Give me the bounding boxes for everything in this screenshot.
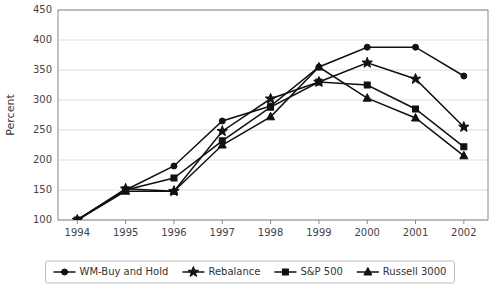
point-marker xyxy=(413,106,419,112)
legend-item: Russell 3000 xyxy=(357,266,447,277)
point-marker xyxy=(171,163,177,169)
point-marker xyxy=(315,63,323,71)
y-tick-label: 200 xyxy=(33,154,52,165)
y-axis-label: Percent xyxy=(4,94,17,136)
x-tick-label: 1996 xyxy=(161,227,186,238)
x-tick xyxy=(77,220,78,224)
x-tick xyxy=(463,220,464,224)
point-marker xyxy=(268,104,274,110)
point-marker xyxy=(412,114,420,122)
legend-item: Rebalance xyxy=(182,266,260,277)
axes: 100 150 200 250 300 350 400 450 1994 1995 1996 1997… xyxy=(33,4,488,238)
point-marker xyxy=(413,44,419,50)
grid-line xyxy=(58,160,488,161)
point-marker xyxy=(265,93,275,103)
legend-box xyxy=(46,261,455,283)
grid-line xyxy=(58,40,488,41)
point-marker xyxy=(362,57,372,67)
series-line xyxy=(77,47,464,220)
x-tick xyxy=(318,220,319,224)
grid-line xyxy=(58,130,488,131)
y-tick-label: 300 xyxy=(33,94,52,105)
point-marker xyxy=(410,74,420,84)
legend-marker xyxy=(62,269,68,275)
series xyxy=(72,57,469,220)
point-marker xyxy=(171,175,177,181)
y-tick-label: 100 xyxy=(33,214,52,225)
grid-line xyxy=(58,70,488,71)
x-tick xyxy=(415,220,416,224)
y-tick-label: 250 xyxy=(33,124,52,135)
chart: 100 150 200 250 300 350 400 450 1994 1995 1996 1997… xyxy=(0,0,500,292)
point-marker xyxy=(170,187,178,195)
legend-marker xyxy=(188,267,198,277)
point-marker xyxy=(73,216,81,221)
x-tick-label: 1999 xyxy=(306,227,331,238)
y-tick-label: 400 xyxy=(33,34,52,45)
legend-item: WM-Buy and Hold xyxy=(54,266,169,277)
point-marker xyxy=(218,141,226,149)
y-tick-label: 450 xyxy=(33,4,52,15)
series-line xyxy=(77,82,464,220)
x-tick xyxy=(367,220,368,224)
series xyxy=(74,79,467,220)
x-tick-label: 1995 xyxy=(113,227,138,238)
x-tick-label: 1994 xyxy=(65,227,90,238)
point-marker xyxy=(460,151,468,159)
plot-data xyxy=(72,44,469,220)
legend-marker xyxy=(282,269,288,275)
legend-item: S&P 500 xyxy=(274,266,342,277)
legend-label: Russell 3000 xyxy=(383,266,447,277)
y-tick-label: 150 xyxy=(33,184,52,195)
series xyxy=(74,44,467,220)
x-tick-label: 1997 xyxy=(210,227,235,238)
legend-label: Rebalance xyxy=(208,266,260,277)
x-tick-label: 2000 xyxy=(354,227,379,238)
point-marker xyxy=(363,94,371,102)
series xyxy=(73,63,468,221)
point-marker xyxy=(217,126,227,136)
x-tick xyxy=(173,220,174,224)
y-tick-label: 350 xyxy=(33,64,52,75)
x-tick xyxy=(222,220,223,224)
point-marker xyxy=(364,82,370,88)
point-marker xyxy=(364,44,370,50)
x-tick xyxy=(125,220,126,224)
legend-marker xyxy=(364,268,372,276)
legend: WM-Buy and Hold Rebalance S&P 500 Russell 3… xyxy=(46,261,455,283)
point-marker xyxy=(219,118,225,124)
point-marker xyxy=(461,73,467,79)
point-marker xyxy=(316,79,322,85)
x-tick-label: 2001 xyxy=(403,227,428,238)
point-marker xyxy=(267,112,275,120)
series-line xyxy=(77,63,464,220)
x-tick-label: 2002 xyxy=(451,227,476,238)
x-tick-label: 1998 xyxy=(258,227,283,238)
point-marker xyxy=(459,122,469,132)
legend-label: WM-Buy and Hold xyxy=(80,266,169,277)
series-line xyxy=(77,67,464,220)
point-marker xyxy=(461,144,467,150)
point-marker xyxy=(314,77,324,87)
point-marker xyxy=(122,187,130,195)
x-tick xyxy=(270,220,271,224)
legend-label: S&P 500 xyxy=(300,266,342,277)
plot-frame xyxy=(58,10,488,220)
